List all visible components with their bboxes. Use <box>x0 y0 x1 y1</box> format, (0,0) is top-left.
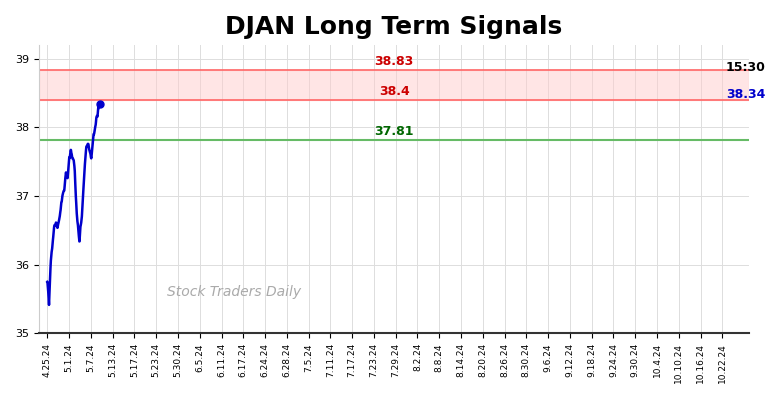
Text: 37.81: 37.81 <box>375 125 414 139</box>
Text: 15:30: 15:30 <box>726 61 765 74</box>
Bar <box>39 70 750 100</box>
Text: 38.83: 38.83 <box>375 55 414 68</box>
Text: Stock Traders Daily: Stock Traders Daily <box>167 285 301 298</box>
Title: DJAN Long Term Signals: DJAN Long Term Signals <box>226 15 563 39</box>
Text: 38.4: 38.4 <box>379 85 409 98</box>
Text: 38.34: 38.34 <box>726 88 765 101</box>
